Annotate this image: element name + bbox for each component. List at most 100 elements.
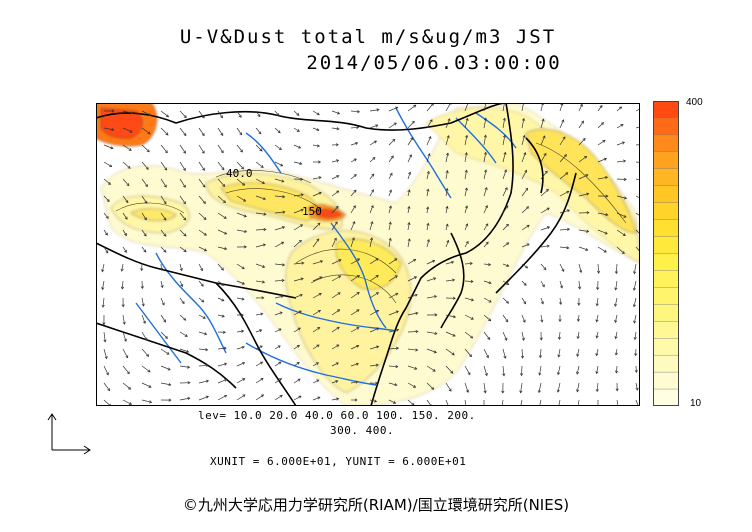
wind-vector [596,314,599,322]
wind-vector-head [369,237,374,241]
wind-vector [274,226,285,231]
wind-vector [293,110,300,116]
wind-vector-head [578,286,582,290]
wind-vector [331,326,340,333]
wind-vector-head [318,191,322,195]
wind-vector-head [586,229,590,233]
wind-vector [483,223,489,231]
wind-vector-head [635,387,639,391]
wind-vector-head [465,117,469,121]
wind-vector-head [201,133,205,137]
wind-vector [331,362,339,367]
wind-vector [388,293,398,299]
wind-vector [121,263,124,272]
wind-vector [369,205,374,214]
wind-vector-head [316,238,320,242]
colorbar-cells [653,101,679,406]
wind-vector-head [128,402,133,405]
wind-vector-head [426,238,430,243]
levels-line-2: 300. 400. [330,424,395,437]
wind-vector [445,348,455,356]
wind-vector [426,189,429,197]
wind-vector [103,127,114,131]
wind-vector-head [357,258,361,262]
wind-vector [540,170,548,180]
wind-vector-head [183,184,186,188]
wind-vector-head [301,261,305,265]
wind-vector [160,229,167,237]
wind-vector-head [355,380,359,384]
wind-vector-head [298,145,302,149]
wind-vector [350,327,360,333]
wind-vector-head [336,175,340,178]
wind-vector-head [336,344,340,348]
wind-vector [198,280,204,287]
wind-vector [616,246,625,254]
wind-vector [141,127,151,135]
wind-vector-head [576,336,580,340]
wind-vector [179,229,187,237]
wind-vector-head [556,389,560,393]
wind-vector-head [580,103,583,107]
wind-vector-head [595,303,599,307]
wind-vector-head [521,117,526,122]
wind-vector-head [633,336,637,341]
wind-vector [578,156,587,163]
wind-vector [445,399,449,406]
wind-vector-head [375,381,379,385]
wind-vector [578,229,589,232]
colorbar-cell [653,151,679,170]
wind-vector-head [632,287,636,291]
wind-vector-head [242,394,246,398]
wind-vector-head [260,378,264,381]
wind-vector [255,345,263,350]
wind-vector-head [166,114,170,118]
wind-vector [255,313,263,316]
wind-vector-head [281,278,285,283]
wind-vector [274,241,284,248]
wind-vector-head [595,371,599,375]
wind-vector-head [506,242,510,246]
wind-vector [141,246,147,253]
wind-vector [464,280,474,282]
wind-vector-head [101,286,105,291]
wind-vector [559,119,564,129]
wind-vector [597,158,607,163]
wind-vector-head [488,318,492,322]
wind-vector [331,159,339,163]
wind-vector-head [181,301,185,305]
wind-vector-head [446,135,450,139]
wind-vector [274,378,282,384]
wind-vector-head [140,286,144,290]
wind-vector [502,365,505,376]
wind-vector-head [604,175,609,180]
wind-vector [407,189,410,197]
wind-vector-head [415,348,419,352]
wind-vector-head [336,190,340,194]
wind-vector [369,237,373,248]
wind-vector-head [240,313,245,317]
wind-vector [369,140,377,146]
wind-vector-head [279,394,283,398]
wind-vector [198,314,206,319]
wind-vector-head [445,170,449,174]
wind-vector [160,263,162,271]
wind-vector-head [602,139,606,143]
wind-vector [635,161,640,163]
wind-vector [426,331,437,335]
wind-vector [236,263,245,270]
colorbar-cell [653,321,679,339]
wind-vector-head [120,268,124,272]
wind-vector [217,347,227,350]
wind-vector-head [395,365,399,369]
wind-vector [464,187,468,197]
wind-vector [388,310,399,316]
wind-vector [578,246,588,251]
wind-vector [521,280,527,286]
wind-vector [521,170,527,180]
wind-vector-head [621,141,626,145]
wind-vector-head [337,309,341,313]
wind-vector-head [464,187,468,191]
wind-vector [502,118,506,129]
wind-vector [141,110,151,116]
